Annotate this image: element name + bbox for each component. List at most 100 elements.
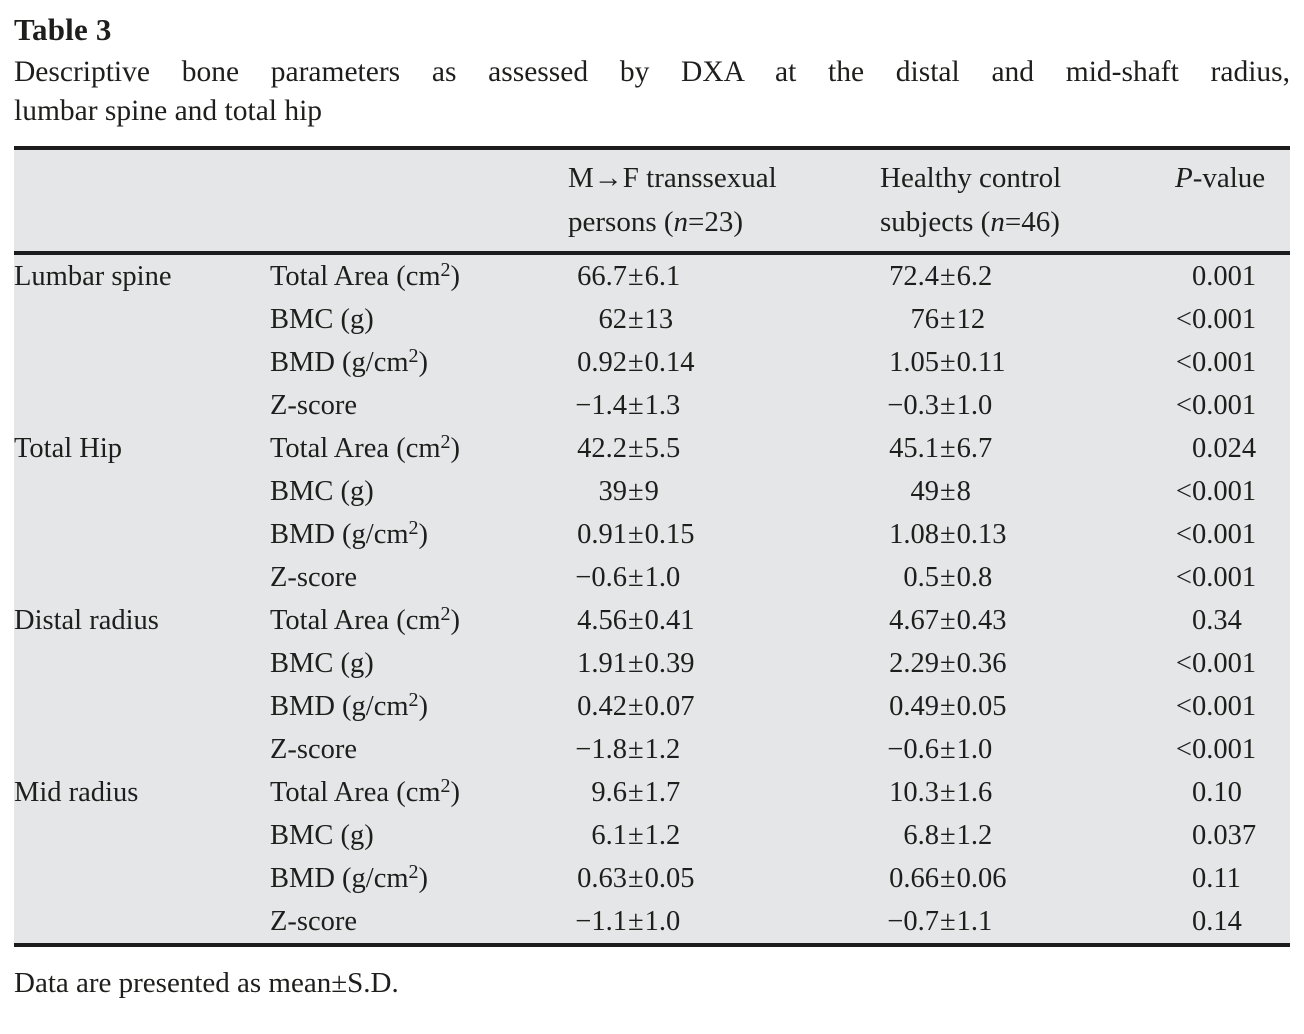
column-header-parameter-empty	[270, 148, 568, 255]
sd-value: 9	[644, 476, 659, 507]
sd-value: 0.41	[644, 605, 695, 636]
pvalue-cell: 0.10	[1172, 771, 1290, 814]
superscript-2: 2	[440, 431, 451, 453]
table-row: BMD (g/cm2) 0.63±0.05 0.66±0.06 0.11	[14, 857, 1290, 900]
table-row: BMC (g) 1.91±0.39 2.29±0.36 <0.001	[14, 642, 1290, 685]
plus-minus-sign: ±	[940, 304, 956, 335]
italic-n: n	[673, 206, 689, 238]
sd-value: 0.43	[956, 605, 1007, 636]
sd-value: 1.3	[644, 390, 681, 421]
pvalue-number: 0.14	[1192, 906, 1242, 937]
parameter-cell: Total Area (cm2)	[270, 431, 460, 464]
pvalue-number: 0.001	[1192, 390, 1257, 421]
site-cell	[14, 298, 270, 341]
control-value-cell: 45.1±6.7	[880, 427, 1172, 470]
mean-value: 76	[910, 304, 940, 335]
transsexual-value-cell: −0.6±1.0	[568, 556, 880, 599]
pvalue-number: 0.10	[1192, 777, 1242, 808]
site-cell	[14, 728, 270, 771]
sd-value: 0.15	[644, 519, 695, 550]
mean-value: −1.4	[575, 390, 627, 421]
mean-value: 0.66	[889, 863, 939, 894]
sd-value: 12	[956, 304, 986, 335]
plus-minus-sign: ±	[628, 820, 644, 851]
site-cell	[14, 857, 270, 900]
sd-value: 6.7	[956, 433, 993, 464]
site-cell: Distal radius	[14, 605, 159, 636]
pvalue-cell: <0.001	[1172, 685, 1290, 728]
pvalue-cell: <0.001	[1172, 513, 1290, 556]
sd-value: 0.07	[644, 691, 695, 722]
paper-page: Table 3 Descriptive bone parameters as a…	[14, 12, 1290, 999]
plus-minus-sign: ±	[940, 691, 956, 722]
plus-minus-sign: ±	[940, 906, 956, 937]
less-than-sign: <	[1175, 519, 1192, 550]
plus-minus-sign: ±	[940, 863, 956, 894]
transsexual-value-cell: −1.1±1.0	[568, 900, 880, 947]
plus-minus-sign: ±	[940, 562, 956, 593]
table-row: BMD (g/cm2) 0.92±0.14 1.05±0.11 <0.001	[14, 341, 1290, 384]
pvalue-cell: 0.037	[1172, 814, 1290, 857]
sd-value: 1.2	[956, 820, 993, 851]
mean-value: 42.2	[577, 433, 627, 464]
sd-value: 5.5	[644, 433, 681, 464]
site-cell: Total Hip	[14, 433, 123, 464]
sd-value: 0.14	[644, 347, 695, 378]
transsexual-value-cell: 4.56±0.41	[568, 599, 880, 642]
parameter-cell: Z-score	[270, 900, 568, 947]
table-row: Z-score −1.1±1.0 −0.7±1.1 0.14	[14, 900, 1290, 947]
mean-value: 0.92	[577, 347, 627, 378]
pvalue-number: 0.001	[1192, 519, 1257, 550]
column-header-transsexual-group: M→F transsexual persons (n=23)	[568, 148, 880, 255]
site-cell	[14, 685, 270, 728]
italic-n: n	[990, 206, 1005, 238]
plus-minus-sign: ±	[940, 519, 956, 550]
site-cell	[14, 642, 270, 685]
sd-value: 0.13	[956, 519, 1007, 550]
mean-value: 2.29	[889, 648, 939, 679]
table-row: BMC (g) 62±13 76±12 <0.001	[14, 298, 1290, 341]
pvalue-cell: 0.11	[1172, 857, 1290, 900]
mean-value: 66.7	[577, 261, 627, 292]
superscript-2: 2	[440, 775, 451, 797]
mean-value: 45.1	[889, 433, 939, 464]
less-than-sign: <	[1175, 347, 1192, 378]
plus-minus-sign: ±	[940, 433, 956, 464]
plus-minus-sign: ±	[628, 347, 644, 378]
pvalue-number: 0.001	[1192, 734, 1257, 765]
control-value-cell: 10.3±1.6	[880, 771, 1172, 814]
site-cell	[14, 900, 270, 947]
plus-minus-sign: ±	[628, 777, 644, 808]
pvalue-number: 0.001	[1192, 648, 1257, 679]
sd-value: 0.11	[956, 347, 1006, 378]
caption-line-2: lumbar spine and total hip	[14, 95, 323, 127]
header-line: M→F transsexual	[568, 162, 777, 194]
sd-value: 1.1	[956, 906, 993, 937]
mean-value: −0.6	[887, 734, 939, 765]
pvalue-number: 0.001	[1192, 562, 1257, 593]
plus-minus-sign: ±	[940, 605, 956, 636]
pvalue-cell: 0.14	[1172, 900, 1290, 947]
parameter-cell: BMC (g)	[270, 820, 374, 851]
sd-value: 0.06	[956, 863, 1007, 894]
sd-value: 1.0	[644, 562, 681, 593]
table-body: Lumbar spine Total Area (cm2) 66.7±6.1 72.4…	[14, 253, 1290, 947]
caption-line-1: Descriptive bone parameters as assessed …	[14, 56, 1290, 88]
transsexual-value-cell: 66.7±6.1	[568, 253, 880, 298]
pvalue-number: 0.001	[1192, 347, 1257, 378]
header-row: M→F transsexual persons (n=23) Healthy c…	[14, 148, 1290, 255]
mean-value: 1.91	[577, 648, 627, 679]
sd-value: 1.2	[644, 734, 681, 765]
superscript-2: 2	[408, 345, 419, 367]
mean-value: 62	[598, 304, 628, 335]
pvalue-cell: 0.34	[1172, 599, 1290, 642]
table-row: Mid radius Total Area (cm2) 9.6±1.7 10.3±1.…	[14, 771, 1290, 814]
site-cell	[14, 814, 270, 857]
column-header-site-empty	[14, 148, 270, 255]
parameter-cell: BMD (g/cm2)	[270, 345, 429, 378]
sd-value: 1.0	[956, 734, 993, 765]
pvalue-number: 0.34	[1192, 605, 1242, 636]
transsexual-value-cell: 0.92±0.14	[568, 341, 880, 384]
pvalue-cell: <0.001	[1172, 470, 1290, 513]
table-caption: Descriptive bone parameters as assessed …	[14, 53, 1290, 131]
